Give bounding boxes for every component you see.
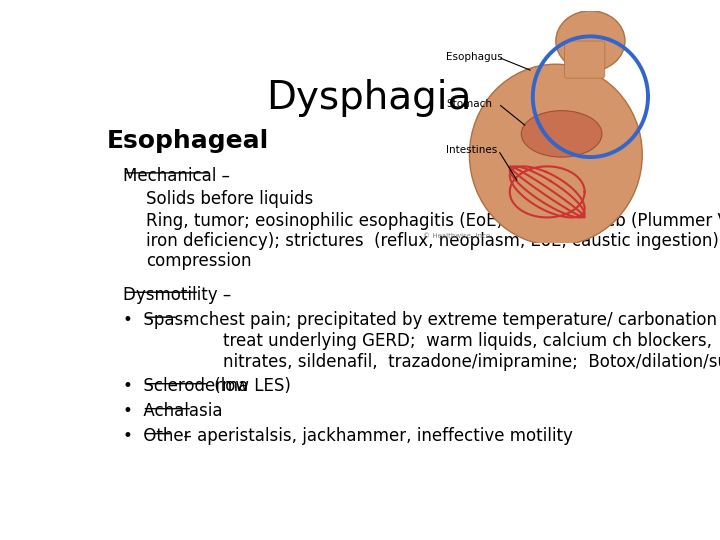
- Text: iron deficiency); strictures  (reflux, neoplasm, EoE, caustic ingestion); extrin: iron deficiency); strictures (reflux, ne…: [145, 232, 720, 251]
- Text: Ring, tumor; eosinophilic esophagitis (EoE); proximal web (Plummer Vinson/;: Ring, tumor; eosinophilic esophagitis (E…: [145, 212, 720, 231]
- Ellipse shape: [556, 11, 625, 71]
- Text: •  Achalasia: • Achalasia: [124, 402, 223, 421]
- Text: Mechanical –: Mechanical –: [124, 167, 230, 185]
- Text: •  Other: • Other: [124, 427, 191, 446]
- Text: Dysmotility –: Dysmotility –: [124, 286, 232, 304]
- Text: •  Spasm: • Spasm: [124, 311, 200, 329]
- Ellipse shape: [469, 64, 642, 245]
- Text: (low LES): (low LES): [209, 377, 291, 395]
- Text: – aperistalsis, jackhammer, ineffective motility: – aperistalsis, jackhammer, ineffective …: [173, 427, 572, 446]
- Text: treat underlying GERD;  warm liquids, calcium ch blockers,: treat underlying GERD; warm liquids, cal…: [222, 332, 712, 350]
- Text: Esophagus: Esophagus: [446, 52, 503, 62]
- Text: nitrates, sildenafil,  trazadone/imipramine;  Botox/dilation/surgery: nitrates, sildenafil, trazadone/imiprami…: [222, 353, 720, 370]
- Text: © Healthwise, Inco: © Healthwise, Inco: [423, 233, 490, 239]
- Text: Solids before liquids: Solids before liquids: [145, 190, 313, 207]
- Text: compression: compression: [145, 252, 251, 271]
- Ellipse shape: [521, 111, 602, 157]
- Text: -  chest pain; precipitated by extreme temperature/ carbonation: - chest pain; precipitated by extreme te…: [178, 311, 717, 329]
- Text: Dysphagia: Dysphagia: [266, 79, 472, 117]
- Text: Intestines: Intestines: [446, 145, 498, 155]
- Text: •  Scleroderma: • Scleroderma: [124, 377, 248, 395]
- Text: Esophageal: Esophageal: [107, 129, 269, 153]
- FancyBboxPatch shape: [564, 41, 605, 78]
- Text: Stomach: Stomach: [446, 99, 492, 109]
